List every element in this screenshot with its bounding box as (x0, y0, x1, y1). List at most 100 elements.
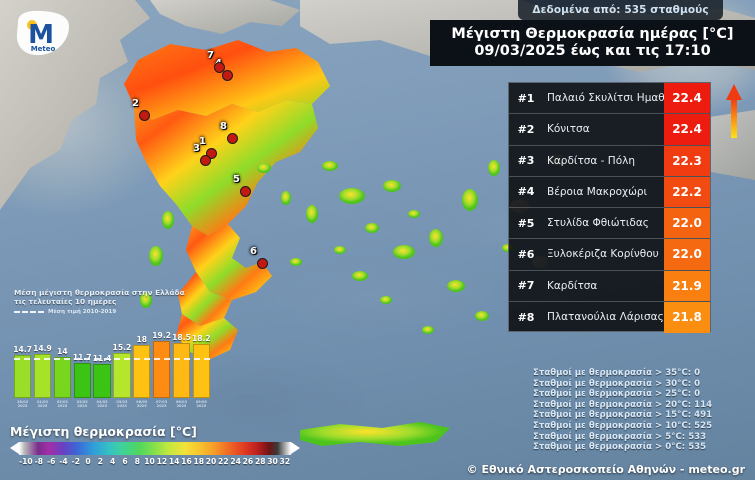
meteo-logo[interactable]: M Meteo (12, 10, 74, 58)
colorbar-tick: -8 (34, 457, 44, 466)
colorbar-ticks: -10 -8 -6 -4 -2 0 2 4 6 8 10 12 14 16 18 20 22 24 26 28 30 32 (19, 457, 291, 466)
chart-date-label: 07/03 2025 (156, 400, 168, 409)
chart-bar-value: 18.2 (191, 334, 211, 344)
colorbar-tick: 10 (144, 457, 155, 466)
station-marker-3[interactable] (200, 155, 211, 166)
svg-text:M: M (28, 20, 54, 50)
rank-cell: #5 (517, 216, 535, 230)
temperature-value-cell: 22.4 (664, 114, 710, 145)
title-panel: Μέγιστη Θερμοκρασία ημέρας [°C] 09/03/20… (430, 20, 755, 66)
station-marker-5[interactable] (240, 186, 251, 197)
colorbar-tick: -2 (71, 457, 80, 466)
chart-subtitle: τις τελευταίες 10 ημέρες (14, 297, 117, 306)
temperature-value-cell: 21.9 (664, 270, 710, 301)
station-marker-label-3: 3 (193, 143, 200, 154)
colorbar-tick: 4 (110, 457, 116, 466)
station-marker-label-8: 8 (220, 121, 227, 132)
threshold-stat-line: Σταθμοί με θερμοκρασία > 20°C: 114 (533, 399, 713, 410)
chart-bar (192, 344, 210, 398)
colorbar-tick: 26 (242, 457, 254, 466)
colorbar-tick: -4 (59, 457, 68, 466)
chart-date-label: 04/03 2025 (96, 400, 108, 409)
table-row[interactable]: #1 Παλαιό Σκυλίτσι Ημαθίας22.4 (509, 83, 710, 115)
table-row[interactable]: #6 Ξυλοκέριζα Κορίνθου 22.0 (509, 239, 710, 271)
chart-bar-column: 18.2 (191, 334, 211, 398)
chart-date-label: 09/03 2025 (195, 400, 207, 409)
chart-bar (14, 354, 32, 398)
table-row[interactable]: #2 Κόνιτσα 22.4 (509, 114, 710, 146)
rank-cell: #3 (517, 154, 535, 168)
colorbar-tick: 32 (279, 457, 291, 466)
colorbar-tick: 22 (218, 457, 229, 466)
station-marker-4[interactable] (222, 70, 233, 81)
colorbar-title: Μέγιστη θερμοκρασία [°C] (10, 424, 197, 439)
station-name-cell: Καρδίτσα (547, 279, 598, 292)
chart-title: Μέση μέγιστη θερμοκρασία στην Ελλάδα (14, 288, 185, 297)
chart-legend: Μέση τιμή 2010-2019 (14, 309, 210, 315)
average-line-swatch (14, 311, 44, 313)
colorbar-tick: 20 (205, 457, 217, 466)
station-marker-8[interactable] (227, 133, 238, 144)
threshold-stat-line: Σταθμοί με θερμοκρασία > 25°C: 0 (533, 389, 701, 400)
station-marker-7[interactable] (214, 62, 225, 73)
chart-bar-column: 19.2 (152, 331, 171, 398)
chart-bar-column: 18 (133, 335, 151, 398)
colorbar-tick: -10 (19, 457, 33, 466)
chart-x-axis-labels: 28/02 2025 01/03 2025 02/03 2025 03/03 2025 04/0… (14, 400, 210, 409)
threshold-stat-line: Σταθμοί με θερμοκρασία > 0°C: 535 (533, 442, 707, 453)
table-row[interactable]: #4 Βέροια Μακροχώρι 22.2 (509, 176, 710, 208)
page-subtitle: 09/03/2025 έως και τις 17:10 (474, 43, 711, 59)
chart-bar (53, 356, 71, 398)
colorbar-tick: 0 (85, 457, 91, 466)
chart-date-label: 01/03 2025 (36, 400, 48, 409)
chart-date-label: 08/03 2025 (175, 400, 188, 409)
chart-bar-column: 14.9 (33, 336, 52, 398)
station-name-cell: Πλατανούλια Λάρισας (547, 311, 664, 324)
chart-bar (93, 364, 111, 398)
station-name-cell: Παλαιό Σκυλίτσι Ημαθίας (547, 92, 664, 105)
colorbar-legend: Μέγιστη θερμοκρασία [°C] -10 -8 -6 -4 -2 0 2 4 6… (10, 424, 300, 466)
colorbar-tick: 14 (168, 457, 180, 466)
chart-bar-value: 18.5 (172, 333, 191, 343)
table-row[interactable]: #3 Καρδίτσα - Πόλη 22.3 (509, 145, 710, 177)
station-marker-2[interactable] (139, 110, 150, 121)
colorbar-tick: 30 (267, 457, 278, 466)
temperature-value-cell: 22.0 (664, 239, 710, 270)
average-reference-line (14, 357, 210, 360)
table-row[interactable]: #7 Καρδίτσα 21.9 (509, 270, 710, 302)
threshold-stat-line: Σταθμοί με θερμοκρασία > 15°C: 491 (533, 410, 713, 421)
chart-bar-value: 14.9 (33, 344, 52, 353)
colorbar-cap-left (10, 442, 19, 454)
colorbar-tick: 12 (156, 457, 168, 466)
temperature-value-cell: 22.0 (664, 208, 710, 239)
chart-bar (73, 363, 91, 398)
station-marker-1[interactable] (206, 148, 217, 159)
chart-date-label: 06/03 2025 (136, 400, 148, 409)
colorbar-tick: 6 (122, 457, 128, 466)
colorbar-tick: 18 (193, 457, 205, 466)
sun-icon (27, 20, 37, 30)
chart-bar (153, 341, 171, 398)
colorbar-tick: 2 (97, 457, 104, 466)
ten-day-average-chart: Μέση μέγιστη θερμοκρασία στην Ελλάδα τις… (13, 288, 211, 418)
chart-bar-column: 15.2 (113, 336, 131, 398)
copyright-credit: © Εθνικό Αστεροσκοπείο Αθηνών - meteo.gr (466, 463, 745, 476)
chart-bar-value: 14.7 (13, 344, 32, 354)
threshold-stat-line: Σταθμοί με θερμοκρασία > 30°C: 0 (533, 378, 701, 389)
chart-bar-value: 19.2 (152, 331, 172, 341)
chart-bar-column: 14.7 (13, 336, 32, 398)
rank-cell: #4 (517, 185, 535, 199)
station-name-cell: Βέροια Μακροχώρι (547, 185, 648, 198)
colorbar-tick: -6 (46, 457, 56, 466)
colorbar-cap-right (291, 442, 300, 454)
station-marker-label-1: 1 (199, 136, 206, 147)
chart-date-label: 05/03 2025 (116, 400, 128, 409)
station-marker-6[interactable] (257, 258, 268, 269)
threshold-stat-line: Σταθμοί με θερμοκρασία > 10°C: 525 (533, 420, 713, 431)
table-row[interactable]: #5 Στυλίδα Φθιώτιδας 22.0 (509, 208, 710, 240)
logo-wordmark: Meteo (31, 45, 56, 53)
table-row[interactable]: #8 Πλατανούλια Λάρισας 21.8 (509, 301, 710, 333)
data-source-text: Δεδομένα από: 535 σταθμούς (532, 4, 709, 16)
chart-bar (113, 353, 131, 398)
chart-bar-column: 11.4 (93, 336, 111, 398)
